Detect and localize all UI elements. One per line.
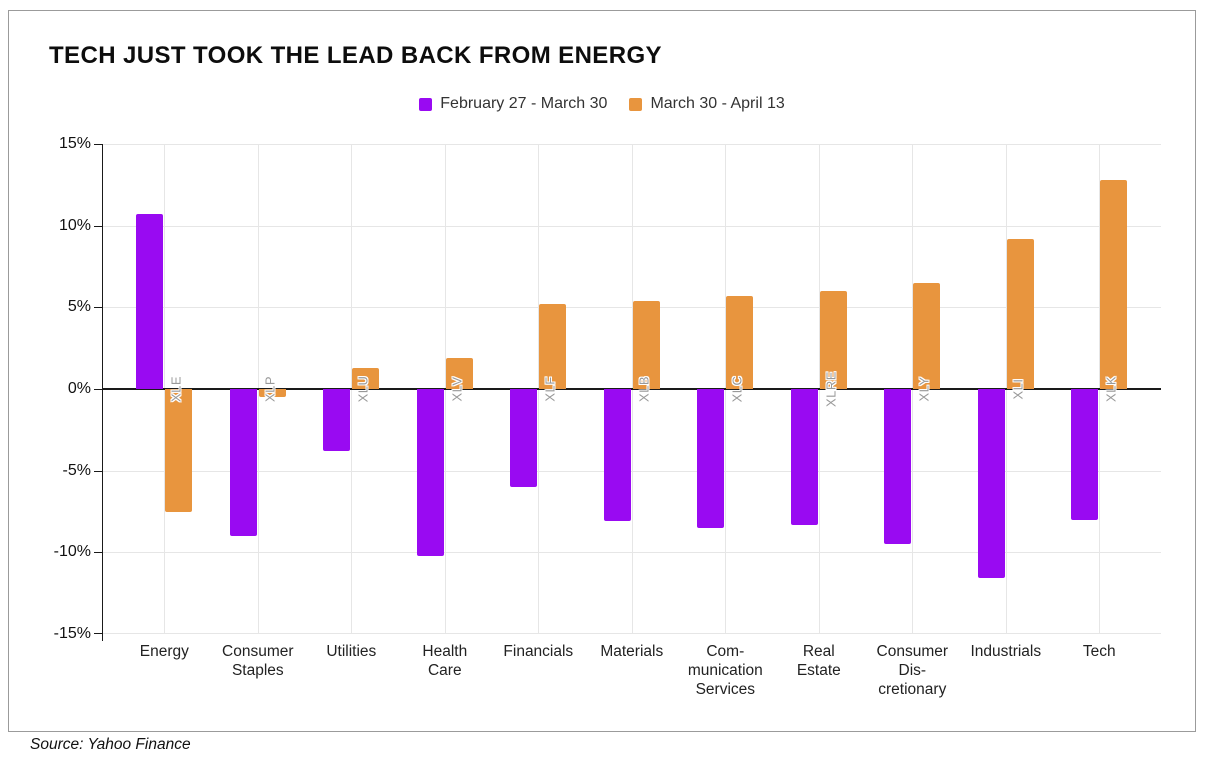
zero-axis-line <box>103 388 1161 390</box>
y-axis-tick-label: 0% <box>67 380 91 397</box>
bar-XLB-mar-apr <box>632 300 660 389</box>
legend-label: March 30 - April 13 <box>650 95 785 112</box>
y-axis-tick <box>94 389 102 390</box>
y-axis-tick-label: 10% <box>58 216 91 234</box>
bar-XLY-mar-apr <box>913 282 941 389</box>
x-category-label: Tech <box>1082 643 1116 660</box>
y-axis-tick-label: 5% <box>67 298 91 316</box>
x-category-label: Utilities <box>326 643 377 660</box>
y-axis-tick-label: -15% <box>53 625 91 642</box>
x-category-label: Consumer Staples <box>222 643 294 679</box>
x-category-label: Health Care <box>422 643 468 679</box>
bar-XLU-feb-mar <box>323 389 351 452</box>
ticker-label-XLU: XLU <box>355 375 371 403</box>
y-axis-tick <box>94 225 102 227</box>
ticker-label-XLF: XLF <box>542 376 558 402</box>
bar-XLV-mar-apr <box>445 357 473 389</box>
x-category-label: Energy <box>139 643 189 660</box>
bar-XLK-mar-apr <box>1100 179 1128 389</box>
x-category-label: Financials <box>503 643 574 660</box>
ticker-label-XLK: XLK <box>1103 375 1119 403</box>
ticker-label-XLC: XLC <box>729 375 745 403</box>
bar-XLF-feb-mar <box>510 389 538 487</box>
chart-container: TECH JUST TOOK THE LEAD BACK FROM ENERGY… <box>8 10 1196 732</box>
bar-XLC-feb-mar <box>697 389 725 528</box>
legend-item: March 30 - April 13 <box>629 95 785 113</box>
legend-item: February 27 - March 30 <box>419 95 607 113</box>
bar-XLF-mar-apr <box>539 304 567 389</box>
bar-XLB-feb-mar <box>603 389 631 522</box>
legend-label: February 27 - March 30 <box>440 95 608 112</box>
ticker-label-XLP: XLP <box>262 375 278 403</box>
y-axis-tick <box>94 307 102 309</box>
y-axis-tick-label: -5% <box>62 461 91 479</box>
bar-XLRE-feb-mar <box>790 389 818 525</box>
bar-XLI-mar-apr <box>1006 238 1034 389</box>
plot-area: 15% 10% 5% 0% -5% -10% -15% XLE XLP XLU XLV XLF XLB X… <box>54 135 1161 698</box>
y-axis-tick <box>94 633 102 634</box>
ticker-label-XLRE: XLRE <box>823 371 839 407</box>
x-category-label: Consumer Dis-cretionary <box>876 643 949 698</box>
bar-XLK-feb-mar <box>1071 389 1099 520</box>
y-axis-line <box>102 144 103 641</box>
bar-XLE-feb-mar <box>136 214 164 389</box>
bar-XLU-mar-apr <box>352 367 380 389</box>
bar-XLE-mar-apr <box>165 389 193 512</box>
bar-XLP-mar-apr <box>258 389 286 398</box>
y-axis-tick-label: 15% <box>58 135 91 152</box>
ticker-label-XLY: XLY <box>916 376 932 402</box>
bar-XLI-feb-mar <box>977 389 1005 579</box>
x-category-label: Industrials <box>970 643 1042 660</box>
y-axis-tick <box>94 144 102 145</box>
ticker-label-XLI: XLI <box>1010 378 1026 400</box>
ticker-label-XLV: XLV <box>449 376 465 402</box>
y-axis-tick <box>94 552 102 554</box>
legend-swatch-icon <box>419 97 433 111</box>
y-axis-tick-label: -10% <box>53 543 91 561</box>
legend: February 27 - March 30 March 30 - April 1… <box>9 95 1195 113</box>
bar-XLC-mar-apr <box>726 295 754 389</box>
bar-XLRE-mar-apr <box>819 291 847 389</box>
y-axis-tick <box>94 470 102 472</box>
chart-title: TECH JUST TOOK THE LEAD BACK FROM ENERGY <box>49 42 662 69</box>
bar-XLV-feb-mar <box>416 389 444 556</box>
legend-swatch-icon <box>629 97 643 111</box>
ticker-label-XLB: XLB <box>636 375 652 403</box>
x-category-label: Real Estate <box>796 643 841 679</box>
source-note: Source: Yahoo Finance <box>30 736 191 753</box>
bar-XLP-feb-mar <box>229 389 257 536</box>
ticker-label-XLE: XLE <box>168 375 184 403</box>
x-category-label: Materials <box>600 643 664 660</box>
x-category-label: Com-munication Services <box>687 643 763 698</box>
bar-XLY-feb-mar <box>884 389 912 545</box>
